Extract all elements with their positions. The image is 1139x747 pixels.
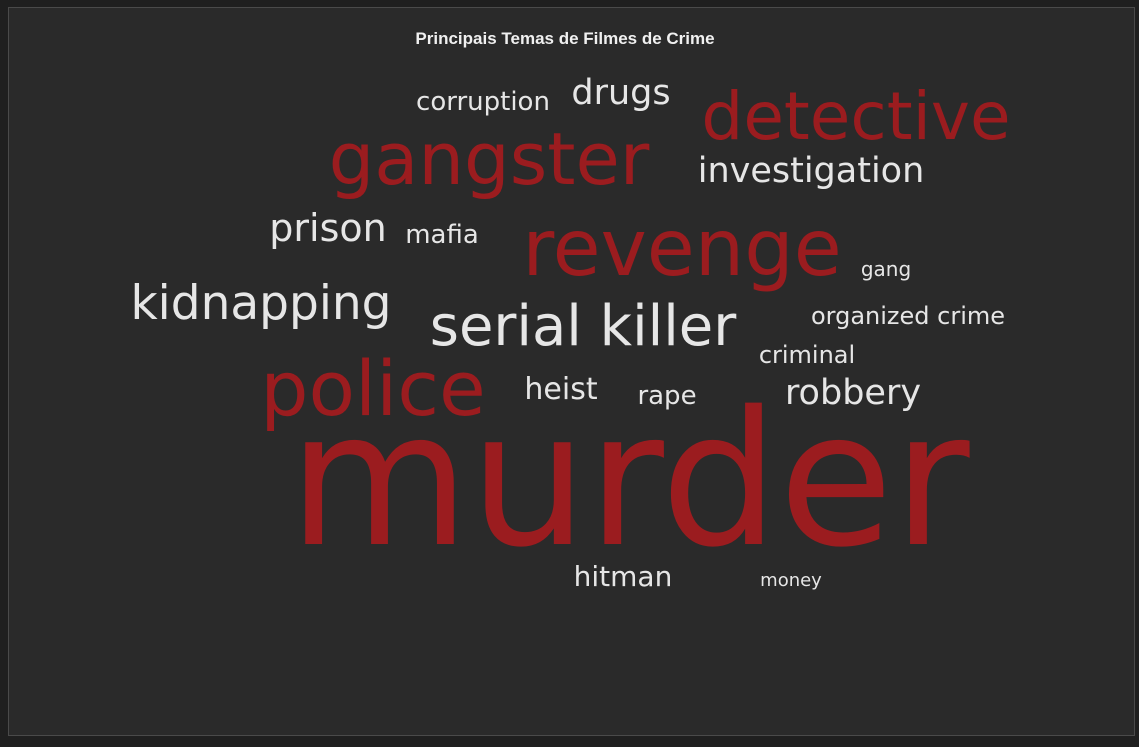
- word-murder: murder: [288, 371, 970, 588]
- word-heist: heist: [524, 372, 597, 407]
- word-prison: prison: [269, 206, 386, 250]
- word-revenge: revenge: [522, 204, 841, 294]
- word-mafia: mafia: [405, 220, 479, 250]
- word-serial-killer: serial killer: [430, 294, 737, 359]
- word-investigation: investigation: [698, 151, 925, 191]
- word-kidnapping: kidnapping: [130, 276, 391, 331]
- word-corruption: corruption: [416, 87, 550, 117]
- word-hitman: hitman: [574, 560, 673, 593]
- word-gang: gang: [861, 257, 911, 281]
- word-detective: detective: [701, 78, 1010, 155]
- word-police: police: [260, 344, 486, 433]
- word-robbery: robbery: [785, 373, 921, 413]
- word-rape: rape: [637, 381, 696, 411]
- word-drugs: drugs: [571, 73, 670, 113]
- word-money: money: [760, 570, 822, 591]
- word-cloud: Principais Temas de Filmes de Crime murd…: [130, 29, 1010, 593]
- word-organized-crime: organized crime: [811, 302, 1005, 330]
- word-gangster: gangster: [329, 117, 650, 201]
- word-criminal: criminal: [759, 341, 855, 369]
- chart-title: Principais Temas de Filmes de Crime: [415, 29, 714, 48]
- chart-frame: Principais Temas de Filmes de Crime murd…: [8, 7, 1135, 736]
